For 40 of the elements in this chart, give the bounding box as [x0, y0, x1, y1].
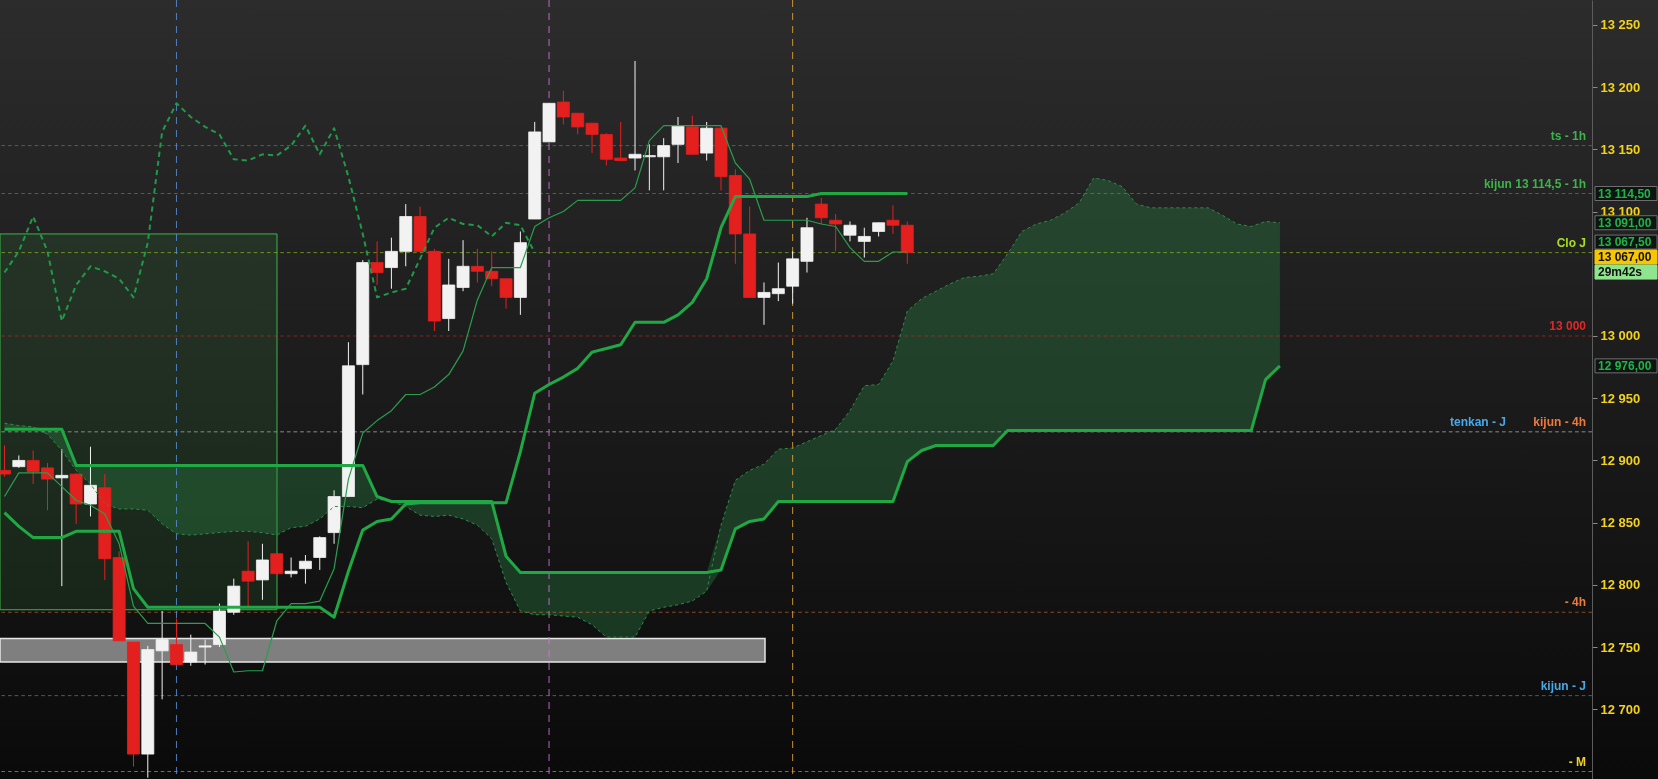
y-tick-label: 12 700 [1600, 701, 1641, 717]
text: 12 976,00 [1598, 358, 1652, 373]
y-tick-label: 13 250 [1600, 17, 1641, 33]
ref-line-label: kijun 13 114,5 - 1h [1483, 176, 1586, 191]
ref-line-label: kijun - J [1540, 678, 1586, 693]
candlestick [270, 553, 284, 576]
candlestick [55, 448, 69, 587]
candlestick [241, 540, 255, 607]
y-tick-label: 12 950 [1600, 390, 1641, 406]
text: 13 091,00 [1598, 215, 1652, 230]
candlestick [857, 227, 871, 259]
text: 13 114,50 [1598, 186, 1652, 201]
y-tick-label: 13 150 [1600, 141, 1641, 157]
text: 13 067,50 [1598, 235, 1652, 250]
candlestick [299, 554, 312, 585]
candlestick [843, 221, 857, 242]
text: 29m42s [1598, 265, 1643, 280]
y-tick-label: 13 000 [1600, 328, 1641, 344]
y-tick-label: 12 750 [1600, 639, 1641, 655]
candlestick [313, 535, 327, 571]
ref-line-label: kijun - 4h [1533, 414, 1586, 429]
y-tick-label: 13 200 [1600, 79, 1641, 95]
ref-line-label: 13 000 [1549, 318, 1587, 333]
candlestick [829, 213, 843, 252]
y-tick-label: 12 850 [1600, 515, 1641, 531]
text: 13 067,00 [1598, 250, 1652, 265]
ref-line-label: - M [1568, 754, 1586, 769]
ref-line-label: Clo J [1556, 235, 1586, 250]
candlestick [284, 557, 298, 578]
y-tick-label: 12 800 [1600, 577, 1641, 593]
ref-line-label: ts - 1h [1550, 128, 1586, 143]
candlestick [256, 543, 269, 601]
ref-line-label: tenkan - J [1449, 414, 1506, 429]
candlestick [370, 240, 384, 286]
ref-line-label: - 4h [1564, 595, 1586, 610]
candlestick [170, 617, 183, 667]
candlestick [671, 116, 685, 164]
candlestick [814, 197, 828, 225]
candlestick [84, 446, 97, 517]
y-tick-label: 12 900 [1600, 452, 1641, 468]
